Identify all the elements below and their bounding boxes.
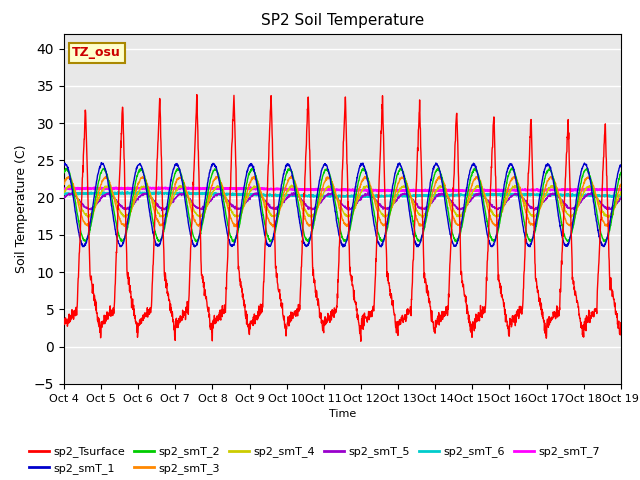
Legend: sp2_Tsurface, sp2_smT_1, sp2_smT_2, sp2_smT_3, sp2_smT_4, sp2_smT_5, sp2_smT_6, : sp2_Tsurface, sp2_smT_1, sp2_smT_2, sp2_… [25,442,604,479]
X-axis label: Time: Time [329,409,356,419]
Title: SP2 Soil Temperature: SP2 Soil Temperature [260,13,424,28]
Text: TZ_osu: TZ_osu [72,47,121,60]
Y-axis label: Soil Temperature (C): Soil Temperature (C) [15,144,28,273]
